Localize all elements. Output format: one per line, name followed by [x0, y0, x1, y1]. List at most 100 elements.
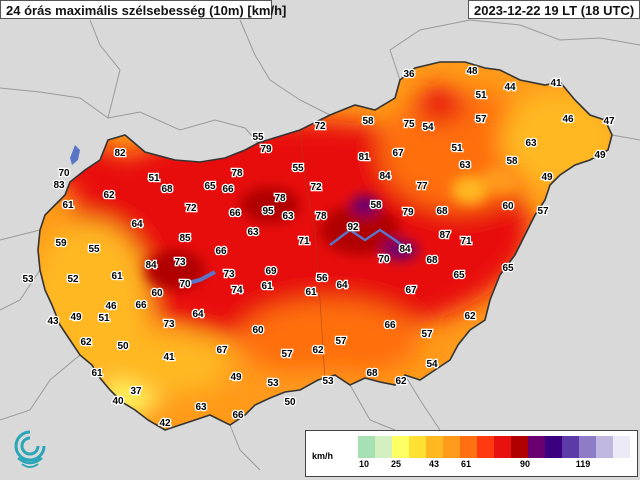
station-value-label: 70 — [378, 254, 390, 265]
met-service-logo-icon — [14, 430, 46, 468]
station-value-label: 63 — [525, 138, 537, 149]
station-value-label: 63 — [195, 402, 207, 413]
station-value-label: 47 — [603, 116, 615, 127]
legend-swatch — [596, 436, 613, 458]
timestamp: 2023-12-22 19 LT (18 UTC) — [468, 0, 640, 19]
station-value-label: 60 — [151, 288, 163, 299]
legend-swatch — [443, 436, 460, 458]
station-value-label: 62 — [395, 376, 407, 387]
station-value-label: 73 — [223, 269, 235, 280]
legend-swatch — [375, 436, 392, 458]
station-value-label: 65 — [502, 263, 514, 274]
station-value-label: 64 — [336, 280, 348, 291]
station-value-label: 62 — [312, 345, 324, 356]
station-value-label: 64 — [131, 219, 143, 230]
station-value-label: 40 — [112, 396, 124, 407]
station-labels: 36 48 41 44 51 72 58 75 54 57 46 47 55 79 63 82 81 67 51 49… — [21, 65, 616, 431]
station-value-label: 61 — [91, 368, 103, 379]
station-value-label: 63 — [247, 227, 259, 238]
station-value-label: 68 — [161, 184, 173, 195]
station-value-label: 58 — [506, 156, 518, 167]
station-value-label: 46 — [562, 114, 574, 125]
station-value-label: 51 — [148, 173, 160, 184]
station-value-label: 66 — [232, 410, 244, 421]
station-value-label: 75 — [403, 119, 415, 130]
map-title: 24 órás maximális szélsebesség (10m) [km… — [0, 0, 286, 19]
legend-tick-label: 61 — [460, 459, 472, 469]
station-value-label: 84 — [379, 171, 391, 182]
station-value-label: 54 — [422, 122, 434, 133]
station-value-label: 82 — [114, 148, 126, 159]
station-value-label: 63 — [459, 160, 471, 171]
station-value-label: 51 — [475, 90, 487, 101]
legend-tick-label: 90 — [519, 459, 531, 469]
station-value-label: 50 — [117, 341, 129, 352]
station-value-label: 52 — [67, 274, 79, 285]
station-value-label: 73 — [174, 257, 186, 268]
station-value-label: 36 — [403, 69, 415, 80]
legend-swatch — [477, 436, 494, 458]
station-value-label: 68 — [436, 206, 448, 217]
station-value-label: 83 — [53, 180, 65, 191]
color-legend: km/h 10 25 43 61 90 119 — [305, 430, 638, 477]
station-value-label: 78 — [315, 211, 327, 222]
station-value-label: 53 — [22, 274, 34, 285]
station-value-label: 53 — [267, 378, 279, 389]
station-value-label: 57 — [537, 206, 549, 217]
station-value-label: 95 — [262, 206, 274, 217]
station-value-label: 60 — [252, 325, 264, 336]
station-value-label: 66 — [384, 320, 396, 331]
legend-swatch — [358, 436, 375, 458]
station-value-label: 67 — [405, 285, 417, 296]
station-value-label: 48 — [466, 66, 478, 77]
station-value-label: 51 — [98, 313, 110, 324]
station-value-label: 60 — [502, 201, 514, 212]
legend-swatch — [409, 436, 426, 458]
legend-swatch — [562, 436, 579, 458]
station-value-label: 56 — [316, 273, 328, 284]
station-value-label: 61 — [261, 281, 273, 292]
station-value-label: 57 — [421, 329, 433, 340]
legend-swatch — [460, 436, 477, 458]
station-value-label: 77 — [416, 181, 428, 192]
station-value-label: 81 — [358, 152, 370, 163]
station-value-label: 57 — [281, 349, 293, 360]
station-value-label: 58 — [370, 200, 382, 211]
station-value-label: 58 — [362, 116, 374, 127]
station-value-label: 78 — [231, 168, 243, 179]
station-value-label: 55 — [252, 132, 264, 143]
station-value-label: 66 — [215, 246, 227, 257]
station-value-label: 63 — [282, 211, 294, 222]
station-value-label: 51 — [451, 143, 463, 154]
station-value-label: 61 — [305, 287, 317, 298]
legend-tick-label: 10 — [358, 459, 370, 469]
station-value-label: 67 — [216, 345, 228, 356]
station-value-label: 62 — [80, 337, 92, 348]
station-value-label: 54 — [426, 359, 438, 370]
legend-swatch — [426, 436, 443, 458]
station-value-label: 44 — [504, 82, 516, 93]
station-value-label: 37 — [130, 386, 142, 397]
station-value-label: 55 — [88, 244, 100, 255]
station-value-label: 79 — [402, 207, 414, 218]
station-value-label: 49 — [541, 172, 553, 183]
legend-color-bar — [358, 436, 630, 458]
station-value-label: 92 — [347, 222, 359, 233]
station-value-label: 69 — [265, 266, 277, 277]
station-value-label: 87 — [439, 230, 451, 241]
station-value-label: 42 — [159, 418, 171, 429]
legend-swatch — [511, 436, 528, 458]
legend-swatch — [392, 436, 409, 458]
station-value-label: 53 — [322, 376, 334, 387]
station-value-label: 66 — [135, 300, 147, 311]
station-value-label: 67 — [392, 148, 404, 159]
station-value-label: 72 — [185, 203, 197, 214]
station-value-label: 49 — [594, 150, 606, 161]
station-value-label: 46 — [105, 301, 117, 312]
station-value-label: 70 — [58, 168, 70, 179]
legend-tick-label: 119 — [575, 459, 591, 469]
station-value-label: 41 — [163, 352, 175, 363]
station-value-label: 68 — [366, 368, 378, 379]
station-value-label: 74 — [231, 285, 243, 296]
